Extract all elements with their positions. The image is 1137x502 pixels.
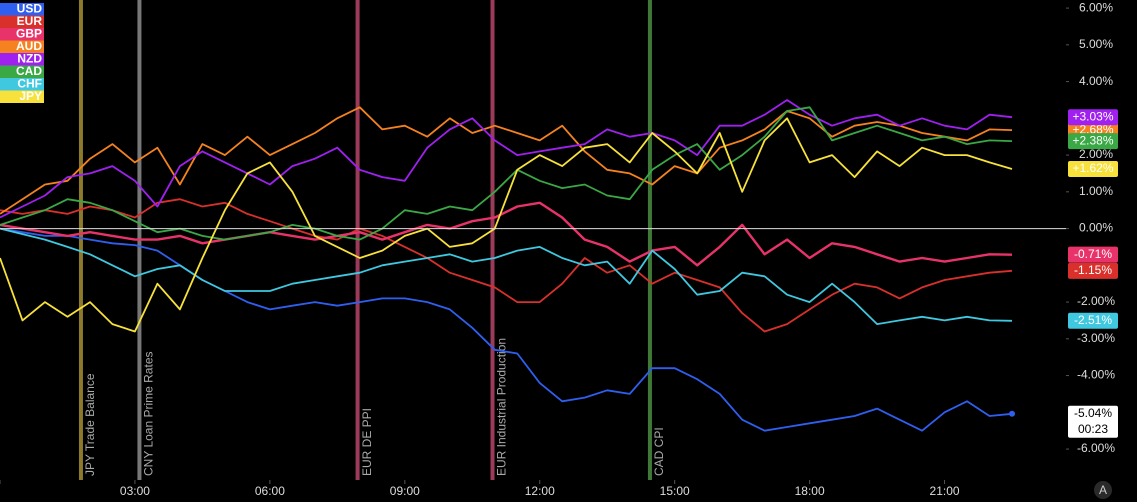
end-label: +3.03% [1072,109,1113,123]
legend-label: EUR [17,14,43,28]
legend-swatch [0,90,44,103]
auto-scale-label[interactable]: A [1099,483,1107,497]
end-label: -2.51% [1074,313,1112,327]
event-label: EUR Industrial Production [495,338,509,476]
y-tick-label: 6.00% [1079,0,1113,14]
series-line [0,106,1013,215]
end-label-box [1068,161,1118,178]
x-tick-label: 15:00 [660,484,690,498]
last-point [1009,410,1016,417]
y-tick-label: -6.00% [1077,441,1115,455]
legend-label: USD [17,2,43,16]
x-tick-label: 06:00 [255,484,285,498]
legend-label: CHF [17,77,42,91]
y-tick-label: 1.00% [1079,184,1113,198]
series-line [0,198,1013,333]
y-tick-label: 2.00% [1079,147,1113,161]
end-label: +1.62% [1072,161,1113,175]
series-line [0,106,1013,241]
end-label-box [1068,133,1118,150]
event-label: JPY Trade Balance [83,373,97,476]
event-label: CAD CPI [652,427,666,476]
end-label: +2.68% [1072,122,1113,136]
y-tick-label: -3.00% [1077,331,1115,345]
legend-swatch [0,65,44,78]
legend-swatch [0,40,44,53]
series-line [0,201,1013,267]
legend-label: AUD [16,39,42,53]
legend-swatch [0,28,44,41]
legend-swatch [0,15,44,28]
y-tick-label: 0.00% [1079,221,1113,235]
legend-label: NZD [17,52,42,66]
end-label: +2.38% [1072,133,1113,147]
x-tick-label: 18:00 [795,484,825,498]
y-tick-label: -4.00% [1077,368,1115,382]
end-label: -1.15% [1074,263,1112,277]
end-label-box [1068,246,1118,263]
legend-swatch [0,53,44,66]
event-label: CNY Loan Prime Rates [142,352,156,477]
countdown: 00:23 [1078,422,1108,436]
legend-swatch [0,78,44,91]
y-tick-label: -2.00% [1077,294,1115,308]
axes: 6.00% 5.00% 4.00% 2.00% 1.00% 0.00% -2.00% -3.0… [0,0,1118,499]
end-label-box [1068,312,1118,329]
event-label: EUR DE PPI [360,408,374,476]
x-tick-label: 21:00 [930,484,960,498]
legend-swatch [0,3,44,16]
legend-label: CAD [16,64,42,78]
end-label: -5.04% [1074,406,1112,420]
end-label-box [1068,262,1118,279]
legend-label: GBP [16,27,42,41]
auto-scale-button[interactable] [1094,481,1112,499]
x-tick-label: 12:00 [525,484,555,498]
end-label-box [1068,109,1118,126]
series-line [0,227,1013,325]
lines [0,99,1013,432]
y-tick-label: 4.00% [1079,74,1113,88]
end-label-box [1068,405,1118,438]
series-line [0,227,1013,432]
series-line [0,117,1013,333]
y-tick-label: 5.00% [1079,37,1113,51]
end-label: -0.71% [1074,247,1112,261]
x-tick-label: 03:00 [120,484,150,498]
series-line [0,99,1013,219]
legend-label: JPY [19,89,42,103]
x-tick-label: 09:00 [390,484,420,498]
